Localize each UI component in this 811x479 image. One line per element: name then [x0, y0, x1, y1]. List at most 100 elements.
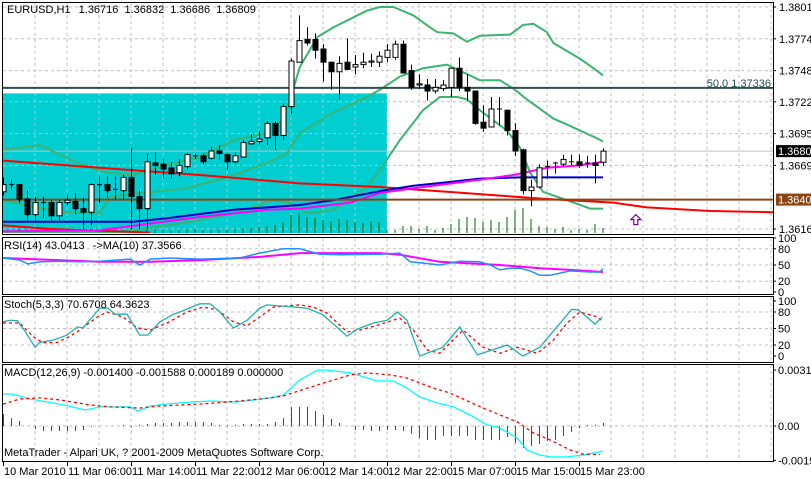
candle-body-bull: [352, 64, 359, 68]
macd-value-2: -0.001588: [135, 367, 186, 379]
candle: [113, 176, 118, 201]
stochastic-panel[interactable]: [3, 297, 773, 361]
candle: [88, 183, 95, 226]
symbol-timeframe: EURUSD,H1: [7, 4, 71, 16]
candle-body-bull: [32, 202, 39, 216]
candle: [392, 40, 399, 60]
candle-body-bull: [232, 155, 239, 163]
macd-value-4: 0.000000: [237, 367, 284, 379]
candle: [368, 53, 375, 67]
candle-body-bear: [456, 67, 463, 88]
candle: [104, 176, 111, 198]
candle: [360, 52, 367, 69]
stoch-main-line: [3, 303, 603, 357]
ohlc-open: 1.36716: [78, 4, 119, 16]
rsi-axis-label: 100: [778, 233, 796, 245]
stoch-axis-label: 80: [778, 307, 790, 319]
candle: [216, 145, 223, 160]
ma-red-long-line: [3, 159, 773, 214]
stoch-axis-label: 20: [778, 340, 790, 352]
candle: [144, 153, 151, 229]
rsi-axis-label: 20: [778, 276, 790, 288]
candle: [416, 74, 423, 89]
candle-body-bear: [592, 162, 599, 166]
macd-axis-label: -0.00191: [778, 455, 811, 467]
candle: [176, 159, 183, 177]
candle-body-bull: [488, 108, 495, 128]
candle: [545, 160, 550, 179]
ohlc-low: 1.36686: [170, 4, 211, 16]
candle-body-bear: [520, 149, 527, 192]
time-axis-label: 15 Mar 07:00: [452, 466, 517, 478]
candle-body-bear: [24, 198, 31, 216]
candle: [600, 148, 607, 166]
time-axis-label: 15 Mar 23:00: [580, 466, 645, 478]
macd-panel[interactable]: [3, 365, 773, 460]
candle-body-bull: [64, 199, 71, 204]
candle-body-bull: [144, 161, 151, 210]
candle: [560, 154, 567, 167]
candle: [312, 33, 319, 59]
stoch-signal-line: [3, 304, 603, 355]
main-price-panel[interactable]: [0, 3, 773, 240]
panel-border: [2, 296, 774, 363]
candle: [256, 130, 263, 144]
candle: [240, 140, 247, 158]
candle: [193, 153, 198, 160]
stoch-name: Stoch(5,3,3): [4, 299, 64, 311]
macd-value-3: 0.000189: [188, 367, 235, 379]
candle-body-bear: [224, 154, 231, 163]
candle-body-bull: [248, 140, 255, 145]
rsi-ma-value: 37.3566: [141, 240, 182, 252]
candle-body-bear: [344, 61, 351, 70]
candle: [528, 179, 535, 207]
time-axis-label: 12 Mar 22:00: [388, 466, 453, 478]
up-arrow-icon[interactable]: [629, 213, 643, 226]
candle: [56, 200, 63, 221]
candle: [536, 164, 543, 189]
candle-body-bear: [200, 155, 207, 163]
candle: [280, 104, 287, 141]
macd-name: MACD(12,26,9): [4, 367, 81, 379]
candle: [352, 55, 359, 75]
candle: [120, 175, 127, 201]
candle: [569, 154, 574, 166]
candle-body-bull: [432, 86, 439, 92]
time-axis-label: 12 Mar 06:00: [260, 466, 325, 478]
candle-body-bull: [384, 49, 391, 58]
candle-body-bull: [376, 55, 383, 63]
price-axis-label: 1.37745: [779, 34, 811, 46]
price-axis-label: 1.38010: [779, 2, 811, 14]
stoch-main-value: 70.6708: [66, 299, 107, 311]
candle-body-bear: [328, 61, 335, 73]
copyright-text: MetaTrader - Alpari UK, ? 2001-2009 Meta…: [4, 447, 324, 459]
stoch-header: Stoch(5,3,3) 70.6708 64.3623: [4, 299, 154, 311]
rsi-axis-label: 80: [778, 244, 790, 256]
candle: [232, 152, 239, 163]
candle-body-bear: [408, 70, 415, 88]
candle-body-bull: [440, 84, 447, 90]
candle-body-bull: [528, 186, 535, 192]
candle: [3, 177, 7, 196]
macd-axis-label: 0.00311: [778, 365, 811, 377]
candle-body-bear: [480, 121, 487, 129]
candle: [448, 67, 455, 97]
candle: [497, 97, 502, 126]
candle-body-bear: [136, 196, 143, 210]
rsi-panel[interactable]: [3, 238, 773, 293]
rsi-line: [3, 248, 604, 277]
candle-body-bull: [120, 176, 127, 192]
candle-body-bull: [56, 202, 63, 217]
candle-body-bear: [16, 184, 23, 200]
time-axis-label: 15 Mar 15:00: [516, 466, 581, 478]
ohlc-close: 1.36809: [216, 4, 256, 16]
candle: [264, 121, 271, 145]
rsi-value: 43.0413: [44, 240, 85, 252]
candle: [32, 196, 39, 221]
candle: [440, 80, 447, 91]
ohlc-high: 1.36832: [124, 4, 165, 16]
candle-body-bear: [424, 84, 431, 92]
rsi-ma-name: ->MA(10): [92, 240, 139, 252]
macd-value-1: -0.001400: [83, 367, 133, 379]
